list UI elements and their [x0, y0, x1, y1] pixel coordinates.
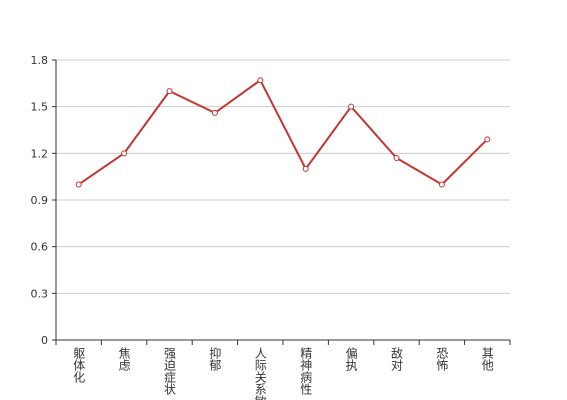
- point: [211, 109, 218, 116]
- point: [393, 155, 400, 161]
- y-tick-label: 0.9: [31, 194, 49, 207]
- x-tick-label: 抑郁: [208, 346, 222, 372]
- x-tick-label: 精神病性: [299, 347, 313, 396]
- y-tick-label: 0.3: [31, 287, 49, 300]
- x-tick-label: 强迫症状: [163, 347, 177, 395]
- point: [484, 136, 491, 143]
- point: [257, 77, 264, 84]
- y-tick-label: 1.5: [31, 101, 49, 114]
- y-tick-label: 0.6: [31, 241, 49, 254]
- y-tick-label: 0: [41, 334, 48, 347]
- x-tick-label: 其他: [480, 347, 494, 371]
- point: [166, 88, 173, 95]
- x-tick-label: 人际关系敏感: [253, 347, 267, 400]
- x-tick-label: 躯体化: [72, 346, 86, 384]
- line: [78, 78, 489, 186]
- point: [121, 150, 128, 157]
- point: [438, 181, 445, 188]
- y-tick-label: 1.8: [31, 54, 49, 67]
- x-tick-label: 敌对: [390, 346, 404, 371]
- point: [75, 181, 82, 188]
- point: [348, 103, 355, 110]
- y-tick-label: 1.2: [31, 147, 49, 160]
- point: [302, 165, 309, 172]
- x-tick-label: 焦虑: [117, 347, 131, 371]
- x-tick-label: 恐怖: [435, 347, 449, 371]
- x-tick-label: 偏执: [344, 346, 358, 372]
